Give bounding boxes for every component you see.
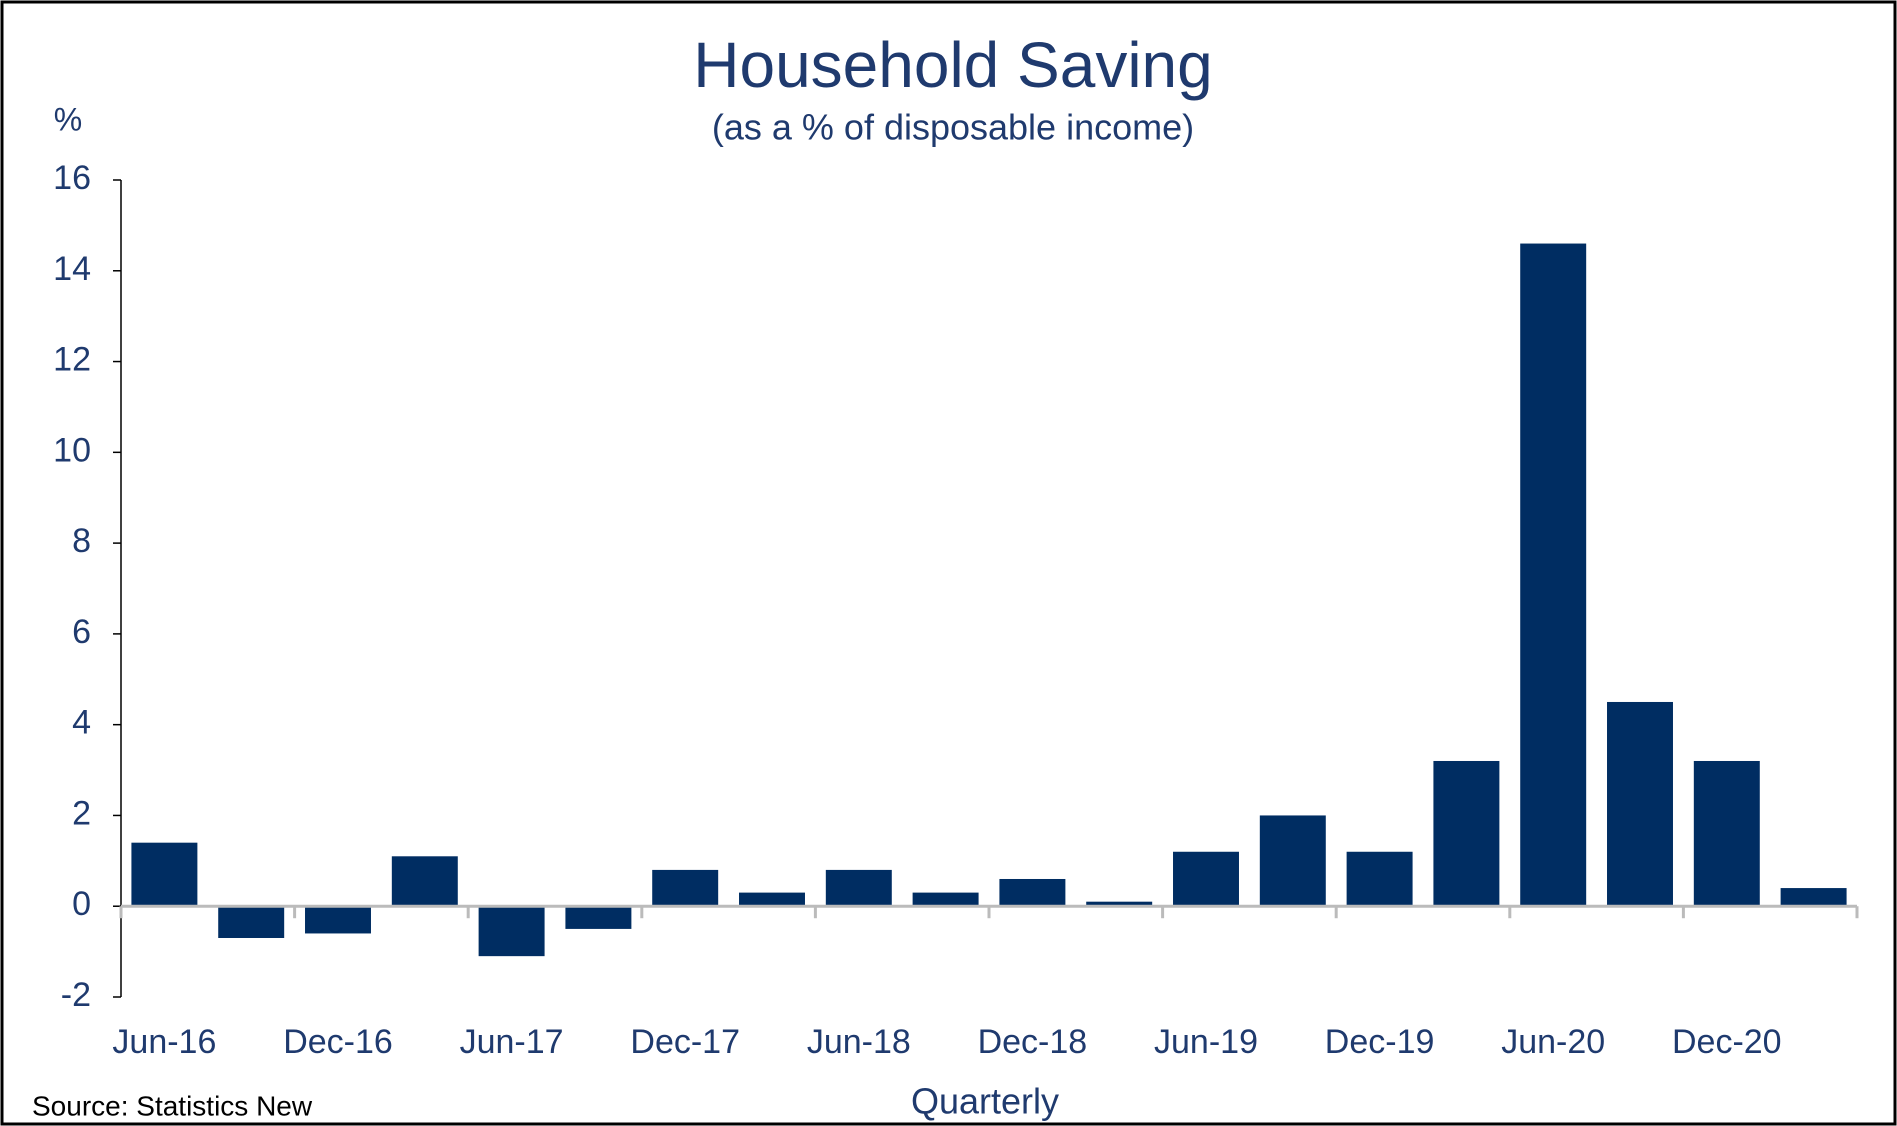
bar: [305, 906, 371, 934]
source-note: Source: Statistics New: [32, 1090, 313, 1121]
x-tick-label: Dec-16: [283, 1023, 393, 1061]
bar: [1607, 701, 1673, 907]
y-tick-label: 16: [53, 159, 91, 197]
y-tick-label: 14: [53, 250, 91, 288]
bar: [1693, 760, 1760, 907]
bar: [1259, 815, 1326, 907]
x-tick-label: Dec-20: [1672, 1023, 1782, 1061]
x-axis-label: Quarterly: [911, 1081, 1059, 1122]
bar: [999, 878, 1066, 907]
y-tick-label: 8: [72, 522, 91, 560]
y-tick-label: 4: [72, 704, 91, 742]
x-tick-label: Dec-17: [630, 1023, 740, 1061]
x-tick-label: Jun-20: [1501, 1023, 1605, 1061]
bar: [739, 892, 805, 907]
bar: [1086, 901, 1153, 907]
y-tick-label: 10: [53, 431, 91, 469]
y-tick-label: -2: [61, 976, 91, 1014]
chart-subtitle: (as a % of disposable income): [712, 107, 1194, 148]
x-tick-label: Jun-17: [460, 1023, 564, 1061]
bar: [1780, 888, 1847, 907]
bar: [652, 869, 719, 907]
x-tick-label: Dec-19: [1325, 1023, 1435, 1061]
x-tick-label: Jun-18: [807, 1023, 911, 1061]
x-tick-label: Dec-18: [978, 1023, 1088, 1061]
bar: [391, 856, 458, 907]
x-tick-label: Jun-16: [112, 1023, 216, 1061]
bar: [912, 892, 979, 907]
x-tick-label: Jun-19: [1154, 1023, 1258, 1061]
bar: [478, 906, 545, 957]
bar: [1520, 243, 1587, 907]
bar: [1433, 760, 1500, 907]
bar: [131, 842, 198, 907]
y-tick-label: 6: [72, 613, 91, 651]
bar: [218, 906, 285, 938]
y-tick-label: 0: [72, 885, 91, 923]
bar: [825, 869, 892, 907]
y-tick-label: 2: [72, 794, 91, 832]
y-unit-label: %: [54, 101, 82, 137]
bar: [1346, 851, 1413, 907]
bar: [1173, 851, 1239, 907]
chart-title: Household Saving: [693, 29, 1212, 101]
bar: [565, 906, 632, 929]
y-tick-label: 12: [53, 341, 91, 379]
